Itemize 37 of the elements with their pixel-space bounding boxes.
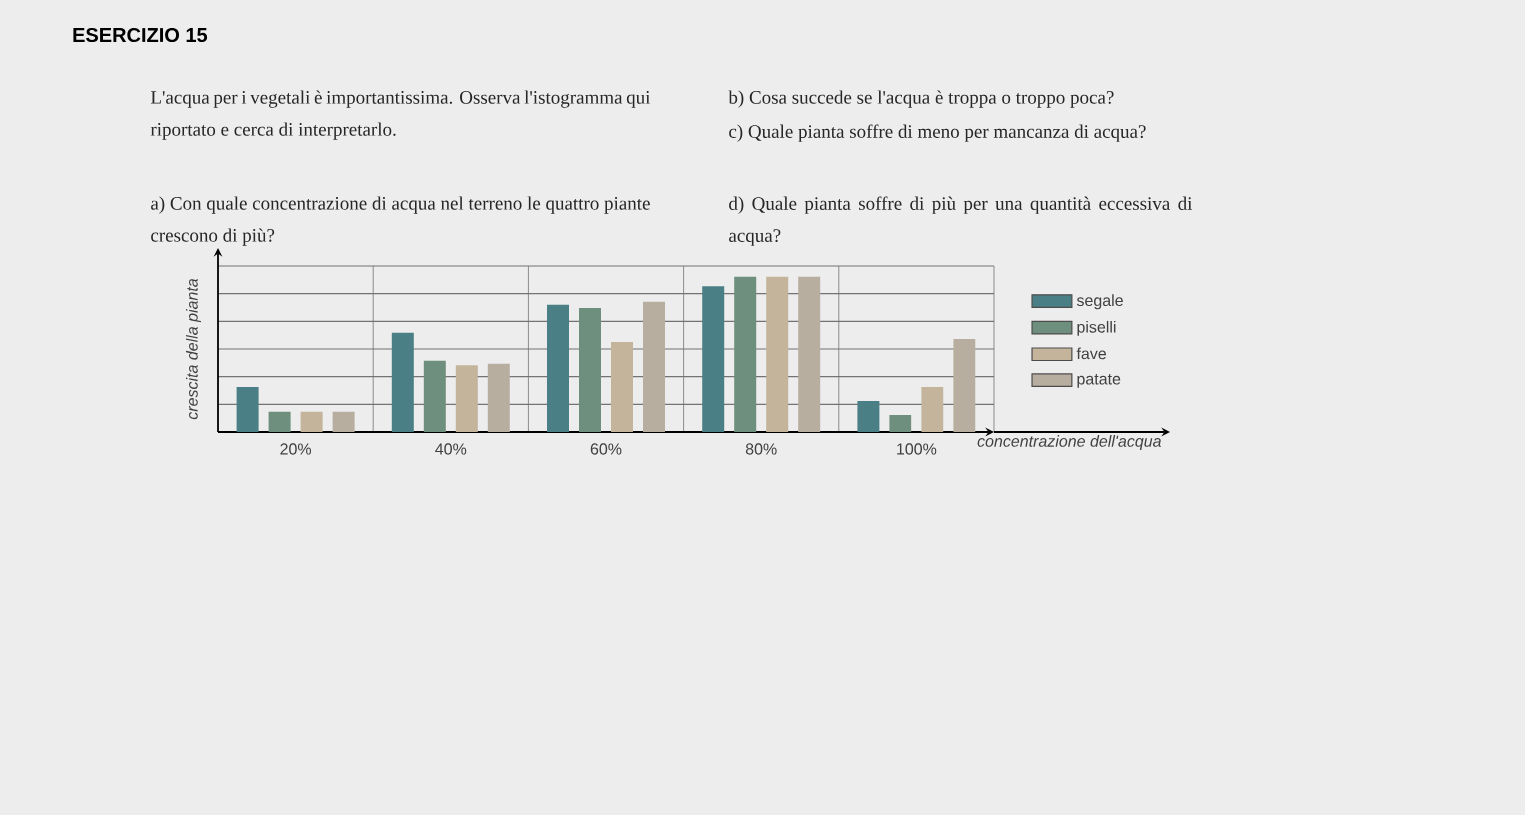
text: c) Quale pianta soffre di meno per mancanza di acqua?: [729, 124, 1146, 142]
legend-label: piselli: [1077, 320, 1116, 336]
x-tick-label: 100%: [897, 443, 937, 455]
bar: [236, 387, 259, 433]
x-tick-label: 20%: [280, 443, 312, 455]
x-tick-label: 40%: [435, 443, 467, 455]
bar: [579, 307, 602, 433]
legend-label: fave: [1076, 347, 1106, 360]
text: b) Cosa succede se l'acqua è troppa o troppo poca?: [728, 90, 1114, 108]
bar: [766, 276, 789, 433]
bar: [391, 332, 414, 433]
bar: [268, 411, 291, 433]
bar: [953, 338, 976, 433]
bar: [857, 400, 880, 433]
bar: [547, 304, 569, 433]
bar: [300, 411, 323, 433]
bar: [798, 276, 821, 433]
legend-label: patate: [1077, 374, 1121, 388]
bar: [455, 365, 478, 433]
bar: [332, 411, 355, 433]
bar: [702, 286, 725, 433]
x-tick-label: 80%: [745, 443, 777, 455]
bar: [921, 387, 944, 433]
bar: [734, 276, 757, 433]
x-tick-label: 60%: [590, 443, 622, 455]
legend-label: segale: [1076, 294, 1123, 310]
bar: [611, 342, 633, 433]
text: a) Con quale concentrazione di acqua nel terreno le quattro piante crescono di più?: [151, 196, 650, 246]
y-axis-title: crescita della pianta: [186, 278, 201, 420]
bar: [889, 414, 912, 433]
text: d) Quale pianta soffre di più per una quantità eccessiva di acqua?: [729, 196, 1193, 246]
bar: [423, 360, 446, 433]
chart-title: ESERCIZIO 15: [73, 27, 208, 43]
bar: [643, 301, 665, 433]
x-axis-title: concentrazione dell'acqua: [977, 435, 1161, 450]
bar: [487, 363, 510, 433]
text: L'acqua per i vegetali è importantissima. Osserva l'istogramma qui riportato e cerca di interpretarlo.: [150, 90, 651, 140]
